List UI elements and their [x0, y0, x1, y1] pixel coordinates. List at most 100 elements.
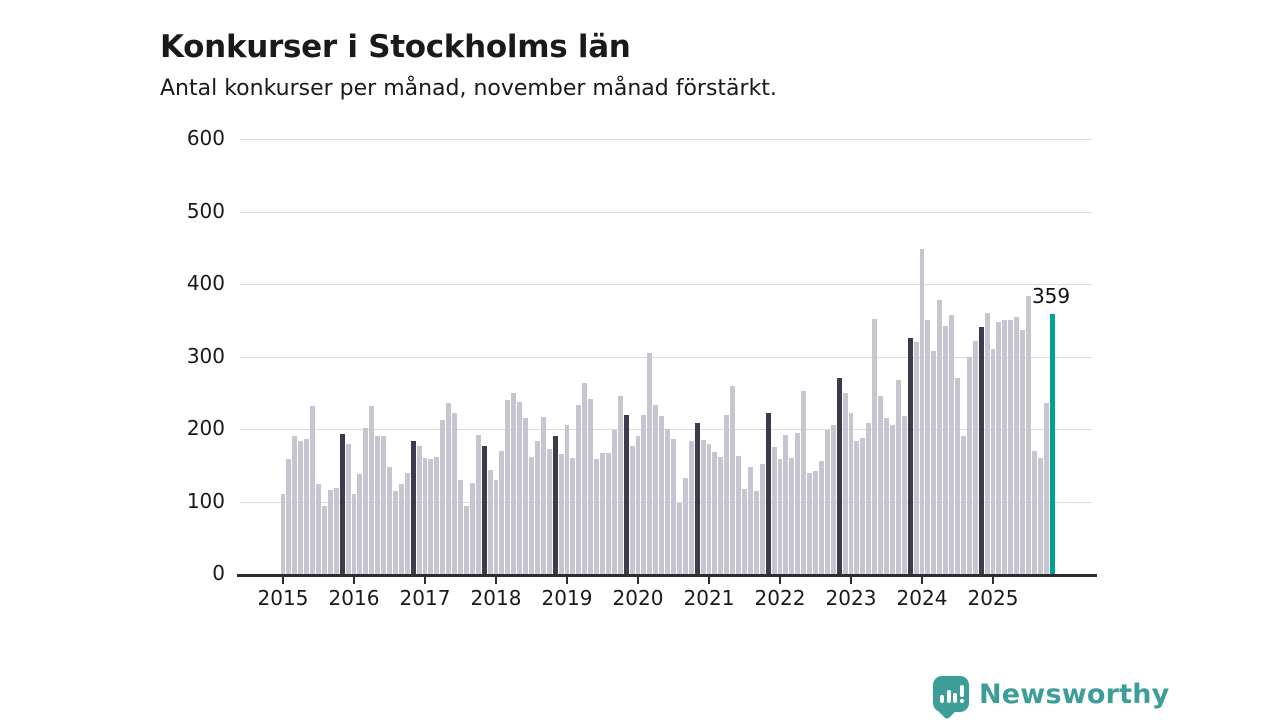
bar-2016-09 [398, 484, 404, 574]
bar-2019-02 [570, 458, 576, 574]
bar-2019-04 [582, 382, 588, 574]
bar-2016-11 [410, 441, 416, 574]
bar-2019-09 [611, 430, 617, 574]
bar-2020-05 [659, 415, 665, 574]
bar-2025-04 [1008, 320, 1014, 574]
bar-2021-04 [724, 414, 730, 574]
bar-2020-01 [635, 436, 641, 574]
bar-2024-07 [955, 378, 960, 574]
x-axis-label-2020: 2020 [612, 586, 664, 610]
bar-2020-08 [676, 502, 682, 574]
x-axis-line [237, 574, 1097, 577]
bar-2025-09 [1037, 458, 1043, 574]
bar-2021-06 [736, 455, 741, 574]
bar-2022-11 [836, 378, 842, 574]
y-axis-label-400: 400 [186, 271, 225, 295]
newsworthy-logo[interactable]: Newsworthy [933, 676, 1169, 720]
bar-2017-05 [446, 402, 452, 574]
bar-2016-12 [416, 446, 422, 574]
bar-2016-06 [381, 435, 387, 574]
bar-2016-08 [392, 491, 398, 574]
bar-2016-01 [351, 494, 357, 574]
bar-2020-02 [641, 415, 647, 574]
gridline-400 [240, 284, 1092, 285]
x-axis-label-2025: 2025 [967, 586, 1019, 610]
x-tick-2015 [282, 577, 284, 584]
bar-2019-07 [600, 452, 605, 574]
bar-2015-10 [333, 488, 339, 574]
bar-2022-12 [842, 392, 848, 574]
bar-2018-08 [534, 441, 540, 574]
bar-2021-10 [759, 463, 765, 574]
bar-2019-08 [605, 452, 611, 574]
x-axis-label-2021: 2021 [683, 586, 735, 610]
bar-2015-06 [310, 405, 316, 574]
bar-2015-01 [280, 494, 286, 574]
bar-2018-05 [517, 402, 523, 574]
bar-2018-06 [523, 418, 529, 574]
x-axis-label-2023: 2023 [825, 586, 877, 610]
bar-2018-09 [540, 416, 546, 574]
bar-2024-11 [978, 326, 984, 574]
bar-2016-07 [387, 466, 392, 574]
bar-2019-06 [594, 458, 599, 574]
bar-2015-11 [339, 434, 345, 574]
bar-2017-09 [469, 483, 475, 574]
bar-2017-08 [463, 505, 469, 574]
x-axis-label-2022: 2022 [754, 586, 806, 610]
mini-bars-icon [940, 685, 964, 703]
x-tick-2022 [778, 577, 781, 584]
latest-value-label: 359 [1031, 283, 1071, 308]
newsworthy-chart-icon [933, 676, 969, 720]
x-axis-label-2024: 2024 [896, 586, 948, 610]
bar-2021-12 [771, 447, 777, 574]
bar-2024-12 [984, 313, 990, 574]
bar-2016-10 [404, 473, 410, 574]
bar-2023-01 [848, 413, 854, 574]
bar-2016-03 [363, 427, 369, 574]
x-tick-2016 [352, 577, 355, 584]
bar-2024-01 [919, 249, 925, 574]
bar-2021-03 [718, 457, 724, 574]
bar-2023-08 [889, 424, 895, 574]
x-tick-2020 [636, 577, 639, 584]
gridline-300 [240, 356, 1092, 358]
y-axis-label-300: 300 [186, 343, 225, 368]
x-tick-2017 [423, 577, 426, 584]
x-axis-label-2016: 2016 [328, 586, 380, 610]
bar-2016-04 [369, 405, 375, 574]
bar-2019-03 [576, 405, 582, 574]
bar-2017-03 [434, 457, 440, 574]
bar-2015-08 [321, 505, 327, 574]
bar-2021-07 [742, 489, 747, 574]
bar-2017-10 [475, 434, 481, 574]
bar-2019-12 [629, 446, 635, 574]
bar-2018-10 [546, 449, 552, 574]
bar-2019-11 [623, 415, 629, 574]
bar-2021-09 [753, 490, 759, 574]
bar-2017-02 [428, 459, 434, 574]
y-axis-label-200: 200 [186, 416, 225, 440]
gridline-600 [240, 139, 1092, 140]
bar-2025-02 [996, 321, 1002, 574]
bar-2017-07 [458, 480, 463, 574]
bar-2024-10 [972, 340, 978, 574]
bar-2025-10 [1043, 402, 1049, 574]
bar-2022-04 [795, 432, 801, 574]
bar-2021-11 [765, 413, 771, 574]
bar-2015-02 [286, 459, 292, 574]
bar-2023-09 [895, 380, 901, 574]
bar-2018-04 [511, 392, 517, 574]
y-axis-label-500: 500 [186, 198, 225, 223]
bar-2022-08 [818, 460, 824, 574]
bar-2018-02 [499, 450, 505, 574]
bar-2019-10 [617, 396, 623, 574]
x-tick-2025 [991, 577, 994, 584]
x-axis-label-2017: 2017 [399, 586, 451, 610]
bar-2017-11 [481, 445, 487, 574]
page-title: Konkurser i Stockholms län [160, 28, 631, 65]
x-axis-label-2019: 2019 [541, 586, 593, 610]
chart-subtitle: Antal konkurser per månad, november måna… [160, 76, 777, 101]
bar-2019-05 [588, 398, 594, 574]
bar-2022-05 [801, 390, 807, 574]
